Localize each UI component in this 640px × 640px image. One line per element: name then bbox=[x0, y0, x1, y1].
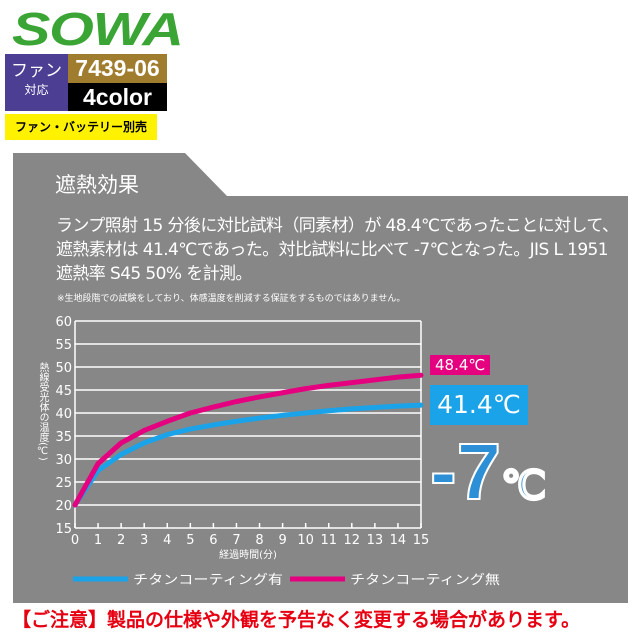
sowa-logo: SOWA bbox=[12, 3, 184, 55]
section-title: 遮熱効果 bbox=[55, 173, 139, 197]
x-tick-label: 6 bbox=[209, 533, 217, 548]
x-tick-label: 7 bbox=[232, 533, 240, 548]
x-tick-label: 8 bbox=[255, 533, 263, 548]
series-line bbox=[72, 372, 424, 508]
sold-separately-badge: ファン・バッテリー別売 bbox=[5, 114, 157, 140]
x-tick-label: 14 bbox=[390, 533, 407, 548]
x-tick-label: 15 bbox=[413, 533, 430, 548]
y-tick-label: 55 bbox=[55, 338, 72, 353]
y-tick-label: 15 bbox=[55, 522, 72, 537]
x-tick-label: 9 bbox=[278, 533, 286, 548]
x-tick-label: 0 bbox=[71, 533, 79, 548]
section-note: ※生地段階での試験をしており、体感温度を削減する保証をするものではありません。 bbox=[57, 294, 406, 304]
temp-difference: -7℃ bbox=[429, 431, 547, 526]
compatible-label: 対応 bbox=[24, 83, 49, 97]
y-axis-label: 熱線受光体の温度(℃) bbox=[37, 362, 48, 461]
x-tick-label: 4 bbox=[163, 533, 171, 548]
section-description: ランプ照射 15 分後に対比試料（同素材）が 48.4℃であったことに対して、遮… bbox=[56, 216, 619, 284]
legend-label: チタンコーティング無 bbox=[350, 573, 500, 588]
difference-value: -7 bbox=[429, 427, 502, 516]
caution-text: 【ご注意】製品の仕様や外観を予告なく変更する場合があります。 bbox=[12, 609, 581, 631]
y-tick-label: 25 bbox=[55, 476, 72, 491]
x-tick-label: 12 bbox=[344, 533, 361, 548]
x-tick-label: 11 bbox=[320, 533, 337, 548]
difference-unit: ℃ bbox=[500, 463, 547, 509]
y-tick-label: 40 bbox=[55, 407, 72, 422]
fan-compatible-badge: ファン 対応 bbox=[5, 54, 68, 111]
y-tick-label: 30 bbox=[55, 453, 72, 468]
y-tick-label: 45 bbox=[55, 384, 72, 399]
x-axis-label: 経過時間(分) bbox=[219, 548, 277, 561]
x-tick-label: 5 bbox=[186, 533, 194, 548]
fan-label: ファン bbox=[11, 61, 62, 81]
y-tick-label: 35 bbox=[55, 430, 72, 445]
y-tick-label: 50 bbox=[55, 361, 72, 376]
coated-temp-callout: 41.4℃ bbox=[430, 385, 528, 425]
x-tick-label: 13 bbox=[367, 533, 384, 548]
color-count: 4color bbox=[68, 83, 167, 111]
x-tick-label: 10 bbox=[297, 533, 314, 548]
y-tick-label: 20 bbox=[55, 499, 72, 514]
product-code: 7439-06 bbox=[68, 54, 167, 83]
y-tick-label: 60 bbox=[55, 315, 72, 330]
x-tick-label: 3 bbox=[140, 533, 148, 548]
x-tick-label: 1 bbox=[94, 533, 102, 548]
legend-label: チタンコーティング有 bbox=[133, 573, 283, 588]
uncoated-temp-callout: 48.4℃ bbox=[430, 355, 491, 375]
x-tick-label: 2 bbox=[117, 533, 125, 548]
series-line bbox=[72, 402, 424, 508]
